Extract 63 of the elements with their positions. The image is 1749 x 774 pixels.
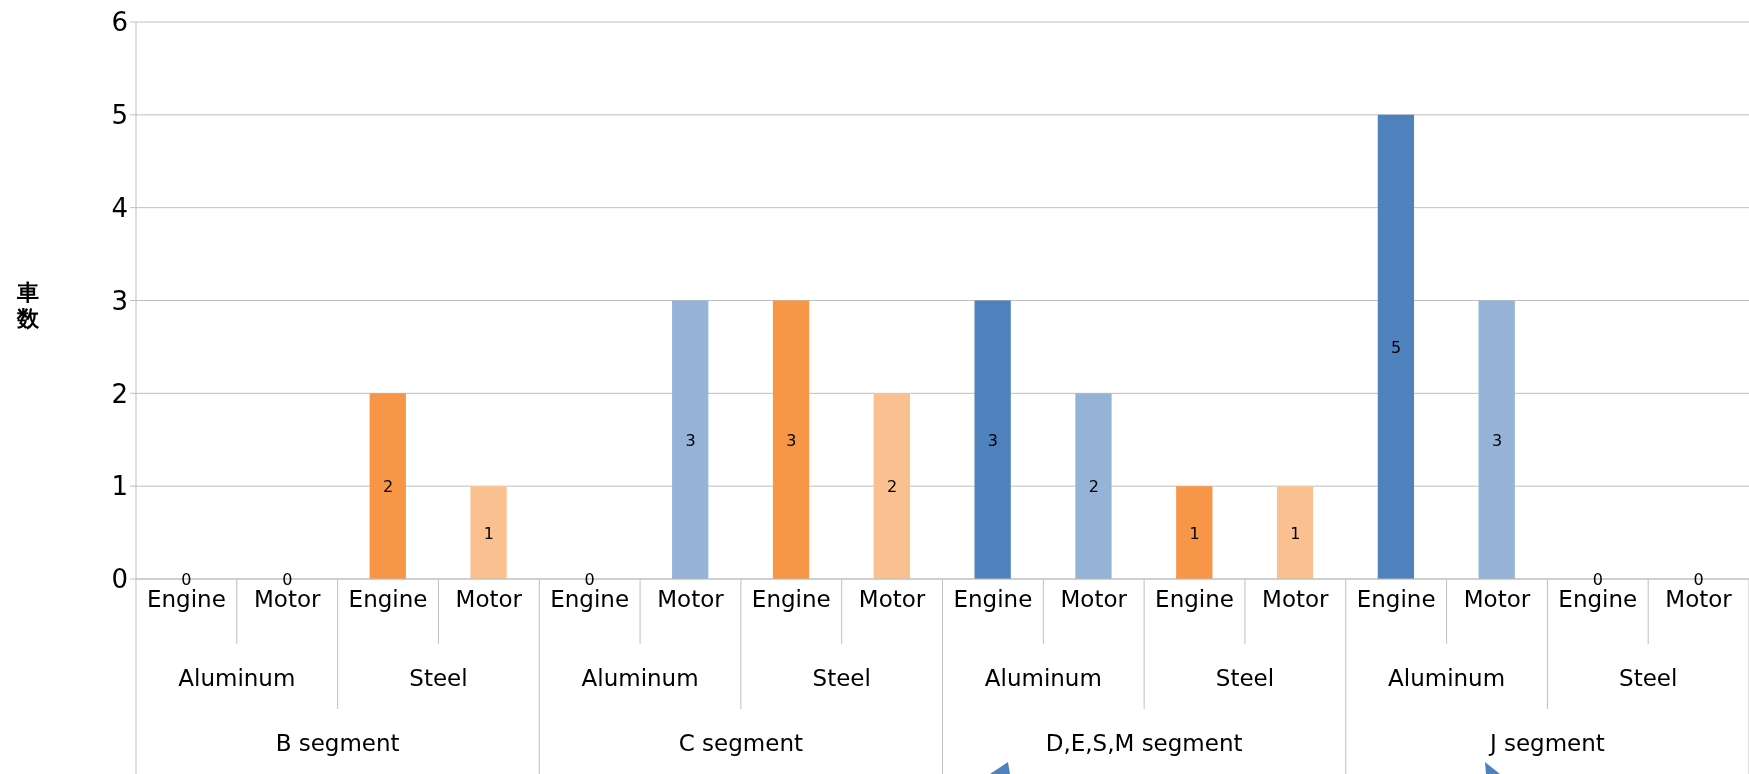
bar	[1176, 486, 1213, 579]
text: C segment	[678, 729, 804, 756]
data-label: 2	[887, 477, 898, 497]
text: Aluminum	[984, 664, 1102, 691]
data-label: 0	[1693, 570, 1704, 589]
x-tick-label: Motor	[455, 586, 523, 613]
data-label: 2	[382, 477, 394, 497]
text: D,E,S,M segment	[1045, 729, 1243, 756]
x-tick-label: Engine	[550, 586, 630, 613]
bar	[369, 393, 406, 579]
bar	[1377, 114, 1415, 579]
data-label: 1	[1189, 523, 1200, 543]
y-tick-label: 2	[111, 378, 128, 409]
data-label: 3	[685, 430, 696, 450]
y-tick-label: 0	[111, 564, 128, 595]
y-tick-label: 4	[111, 192, 128, 223]
x-tick-label: Engine	[751, 586, 831, 613]
bar	[1075, 393, 1112, 579]
y-axis-title: 車数	[16, 280, 40, 331]
x-tick-label: Motor	[858, 586, 926, 613]
x-tick-label: Motor	[1262, 586, 1330, 613]
bar	[1478, 300, 1515, 579]
text: Aluminum	[1388, 664, 1506, 691]
text: Aluminum	[178, 664, 296, 691]
y-tick-label: 5	[111, 100, 128, 131]
y-tick-label: 1	[111, 471, 128, 502]
x-tick-label: Engine	[146, 586, 226, 613]
x-tick-label: Motor	[1060, 586, 1128, 613]
bar	[470, 486, 507, 579]
bar	[974, 300, 1011, 579]
data-label: 1	[1290, 523, 1301, 543]
data-label: 0	[584, 570, 595, 589]
text: Aluminum	[581, 664, 699, 691]
text: Steel	[1215, 664, 1275, 691]
data-label: 1	[483, 523, 494, 543]
data-label: 0	[282, 570, 293, 589]
text: Steel	[812, 664, 871, 691]
x-tick-label: Motor	[253, 586, 321, 613]
bar	[1276, 486, 1314, 579]
x-tick-label: Engine	[1356, 586, 1436, 613]
data-label: 0	[1592, 570, 1603, 589]
y-tick-label: 3	[111, 285, 128, 316]
x-tick-label: Motor	[1463, 586, 1531, 613]
text: B segment	[275, 729, 400, 756]
bar	[672, 300, 709, 579]
x-tick-label: Engine	[1155, 586, 1234, 613]
text: Steel	[1619, 664, 1678, 691]
data-label: 3	[987, 430, 998, 450]
text: Steel	[409, 664, 468, 691]
data-label: 0	[181, 570, 192, 589]
data-label: 5	[1391, 337, 1402, 357]
x-tick-label: Engine	[1558, 586, 1638, 613]
data-label: 3	[786, 430, 797, 450]
x-tick-label: Motor	[1665, 586, 1733, 613]
x-tick-label: Engine	[348, 586, 428, 613]
y-tick-label: 6	[111, 7, 128, 38]
data-label: 3	[1491, 430, 1503, 450]
data-label: 2	[1088, 477, 1099, 497]
text: J segment	[1487, 729, 1605, 756]
bar	[873, 393, 910, 579]
x-tick-label: Motor	[657, 586, 725, 613]
x-tick-label: Engine	[953, 586, 1033, 613]
bar	[772, 300, 810, 579]
